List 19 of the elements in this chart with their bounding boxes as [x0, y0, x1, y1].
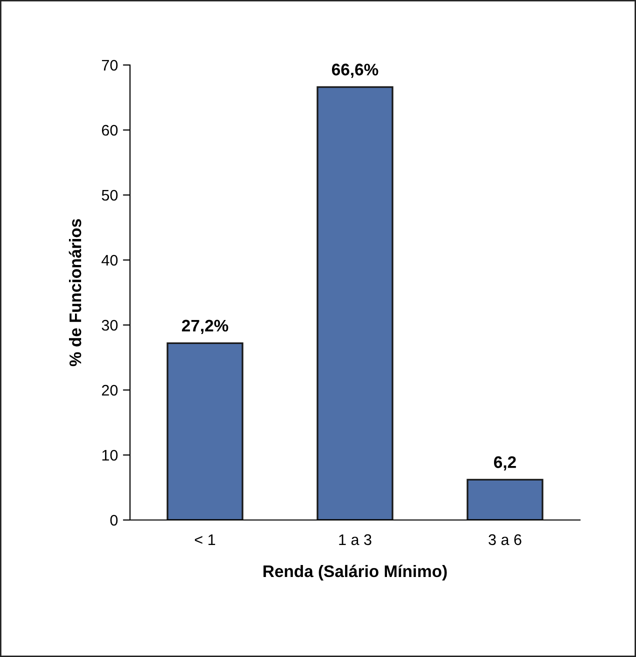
x-axis-title: Renda (Salário Mínimo): [264, 564, 447, 580]
y-tick-label: 40: [102, 254, 118, 266]
y-tick-label: 70: [102, 60, 118, 71]
y-tick-label: 0: [110, 514, 118, 526]
x-tick-label: 1 a 3: [339, 534, 372, 546]
bar: [316, 86, 394, 520]
x-tick-label: 3 a 6: [488, 534, 522, 546]
data-label: 66,6%: [332, 64, 378, 78]
bar: [466, 478, 544, 520]
y-tick-label: 30: [102, 320, 118, 331]
bar: [166, 342, 244, 520]
y-tick-label: 50: [102, 190, 118, 201]
data-label: 6,2: [494, 456, 516, 470]
y-tick-label: 20: [102, 384, 118, 396]
data-label: 27,2%: [182, 320, 228, 334]
y-tick-label: 10: [102, 450, 118, 461]
y-tick-label: 60: [102, 124, 118, 136]
x-tick-label: < 1: [194, 534, 216, 545]
y-axis-title: % de Funcionários: [68, 219, 82, 366]
